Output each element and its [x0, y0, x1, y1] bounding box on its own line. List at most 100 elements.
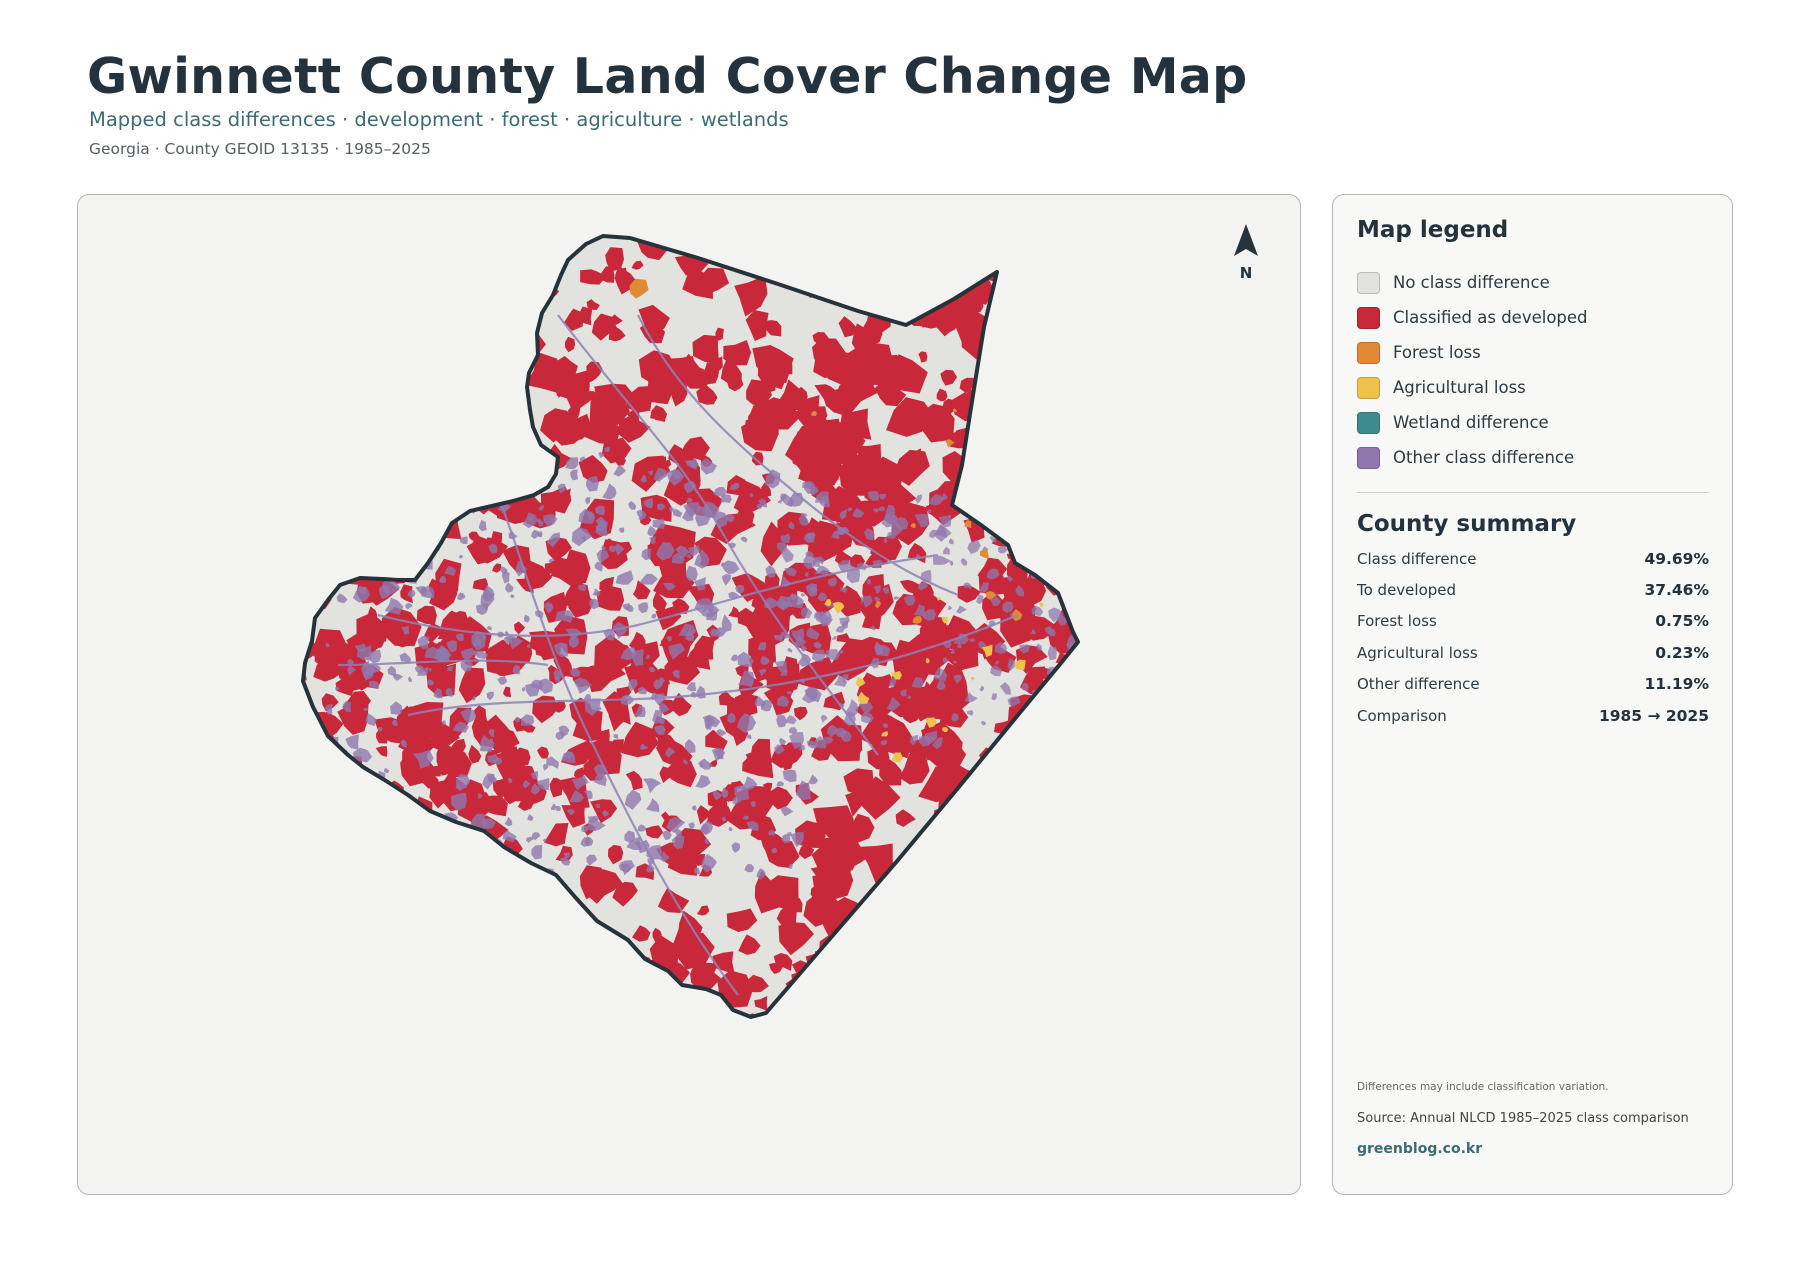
land-cover-patch [566, 809, 575, 815]
map-panel[interactable] [77, 194, 1301, 1195]
land-cover-patch [303, 416, 317, 438]
land-cover-patch [543, 602, 554, 614]
land-cover-patch [659, 851, 670, 862]
land-cover-patch [1029, 524, 1037, 533]
land-cover-patch [914, 513, 929, 528]
land-cover-patch [303, 542, 308, 551]
land-cover-patch [701, 854, 717, 873]
land-cover-patch [1035, 978, 1056, 1003]
land-cover-patch [504, 636, 512, 645]
land-cover-patch [1033, 716, 1053, 734]
land-cover-patch [310, 990, 331, 1017]
land-cover-patch [663, 989, 683, 1011]
land-cover-patch [757, 412, 779, 438]
land-cover-patch [543, 763, 549, 771]
land-cover-patch [329, 257, 351, 282]
land-cover-patch [616, 686, 632, 697]
land-cover-patch [686, 497, 693, 503]
land-cover-patch [476, 849, 485, 856]
land-cover-patch [776, 379, 803, 412]
land-cover-patch [1015, 584, 1025, 597]
land-cover-patch [570, 667, 581, 677]
land-cover-patch [1042, 359, 1069, 398]
land-cover-patch [726, 908, 758, 932]
land-cover-patch [383, 767, 390, 774]
land-cover-patch [394, 488, 405, 503]
land-cover-patch [602, 810, 610, 817]
land-cover-patch [564, 336, 576, 353]
land-cover-patch [342, 701, 352, 713]
land-cover-patch [740, 536, 748, 543]
land-cover-patch [372, 325, 404, 352]
land-cover-patch [1056, 495, 1064, 504]
legend-swatch [1357, 376, 1380, 399]
land-cover-patch [912, 616, 923, 624]
land-cover-patch [1035, 529, 1064, 570]
land-cover-patch [608, 325, 626, 342]
land-cover-patch [303, 815, 326, 850]
land-cover-patch [821, 969, 840, 986]
land-cover-patch [526, 836, 534, 843]
land-cover-patch [377, 323, 415, 358]
land-cover-patch [933, 555, 951, 565]
land-cover-patch [1052, 948, 1078, 971]
land-cover-patch [455, 785, 461, 790]
land-cover-patch [633, 580, 651, 600]
land-cover-patch [356, 837, 370, 851]
land-cover-patch [905, 970, 927, 995]
county-map[interactable] [78, 195, 1301, 1195]
land-cover-patch [324, 781, 352, 812]
land-cover-patch [313, 948, 325, 960]
land-cover-patch [881, 985, 901, 1006]
land-cover-patch [325, 803, 341, 821]
land-cover-patch [399, 916, 417, 939]
land-cover-patch [1021, 529, 1048, 551]
land-cover-patch [786, 715, 797, 725]
land-cover-patch [319, 554, 335, 570]
land-cover-patch [696, 905, 710, 916]
land-cover-patch [1009, 317, 1047, 354]
land-cover-patch [690, 960, 722, 991]
land-cover-patch [428, 474, 450, 502]
land-cover-patch [528, 932, 555, 957]
land-cover-patch [491, 446, 499, 454]
land-cover-patch [387, 537, 392, 542]
land-cover-patch [420, 830, 433, 843]
land-cover-patch [1029, 719, 1041, 731]
land-cover-patch [768, 830, 776, 836]
land-cover-patch [376, 726, 389, 744]
land-cover-patch [576, 1000, 591, 1017]
land-cover-patch [417, 666, 429, 676]
land-cover-patch [933, 524, 947, 538]
land-cover-patch [481, 460, 485, 465]
land-cover-patch [695, 505, 711, 527]
site-link[interactable]: greenblog.co.kr [1357, 1141, 1483, 1157]
land-cover-patch [638, 686, 648, 695]
land-cover-patch [534, 902, 554, 926]
land-cover-patch [404, 710, 419, 730]
land-cover-patch [613, 464, 626, 477]
land-cover-patch [332, 568, 337, 574]
land-cover-patch [1055, 522, 1062, 529]
land-cover-patch [667, 759, 697, 788]
land-cover-patch [436, 860, 451, 874]
land-cover-patch [663, 582, 676, 591]
land-cover-patch [510, 470, 517, 476]
land-cover-patch [818, 950, 855, 987]
land-cover-patch [945, 439, 955, 448]
land-cover-patch [1016, 343, 1050, 384]
land-cover-patch [632, 925, 651, 942]
land-cover-patch [589, 662, 626, 691]
land-cover-patch [782, 769, 797, 783]
land-cover-patch [355, 381, 390, 415]
land-cover-patch [521, 687, 526, 692]
land-cover-patch [420, 353, 451, 379]
land-cover-patch [596, 967, 615, 994]
land-cover-patch [303, 864, 312, 876]
land-cover-patch [890, 354, 928, 394]
land-cover-patch [312, 433, 337, 457]
land-cover-patch [885, 504, 896, 515]
land-cover-patch [933, 667, 947, 682]
land-cover-patch [947, 605, 953, 611]
land-cover-patch [742, 815, 750, 820]
